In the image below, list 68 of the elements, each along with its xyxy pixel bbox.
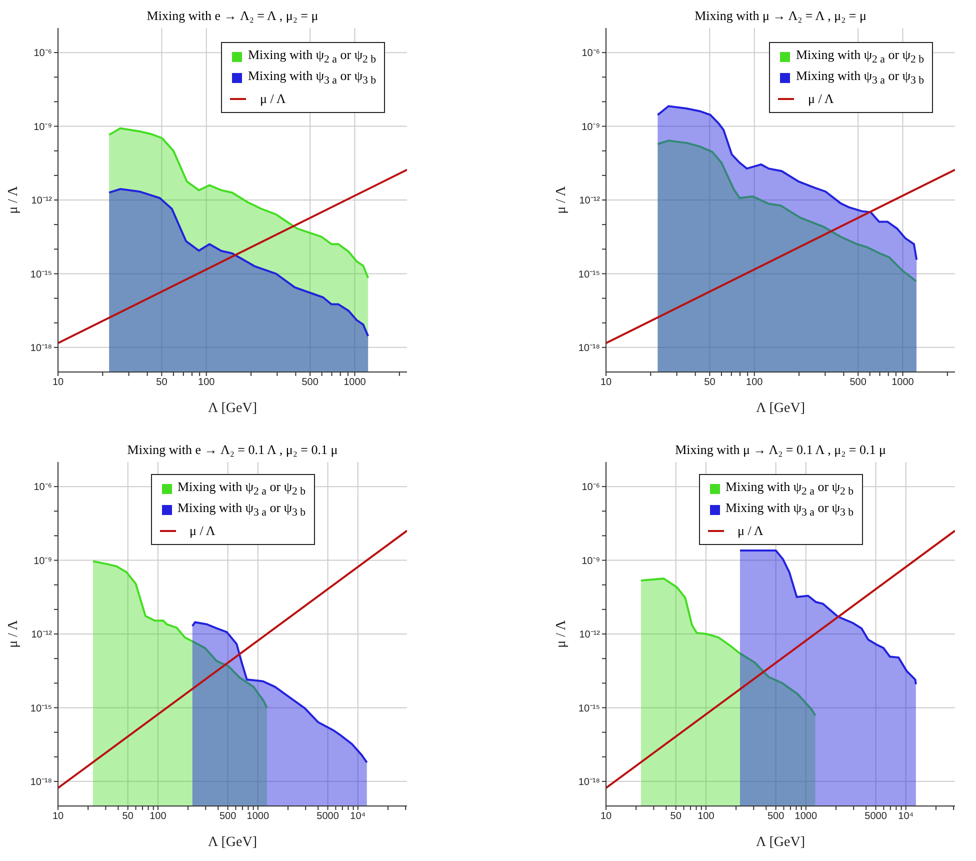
legend-label: Mixing with ψ$_{2 a}$ or ψ$_{2 b}$ [796,47,924,66]
x-tick-label: 10 [52,811,64,822]
x-tick-label: 100 [746,377,764,388]
legend-label: Mixing with ψ$_{3 a}$ or ψ$_{3 b}$ [726,500,854,519]
y-tick-label: 10⁻¹⁵ [30,269,52,280]
x-tick-label: 50 [670,811,682,822]
x-axis-title: Λ [GeV] [756,835,806,850]
y-tick-label: 10⁻⁶ [582,482,600,494]
legend-label: Mixing with ψ$_{2 a}$ or ψ$_{2 b}$ [248,47,376,66]
legend-label: Mixing with ψ$_{3 a}$ or ψ$_{3 b}$ [178,500,306,519]
y-tick-label: 10⁻⁹ [34,556,52,567]
y-axis-title: μ / Λ [554,185,569,214]
x-tick-label: 10 [52,377,64,388]
x-tick-label: 10⁴ [350,811,366,822]
x-axis-title: Λ [GeV] [756,401,806,416]
legend-label: μ / Λ [808,90,834,106]
y-axis-title: μ / Λ [554,619,569,648]
x-tick-label: 5000 [864,811,888,822]
x-tick-label: 1000 [344,377,366,388]
y-tick-label: 10⁻¹² [31,630,53,641]
x-tick-label: 1000 [892,377,914,388]
legend-label: μ / Λ [738,522,764,538]
y-tick-label: 10⁻⁹ [582,122,600,133]
chart-title: Mixing with μ → Λ₂ = 0.1 Λ , μ₂ = 0.1 μ [674,442,887,459]
y-tick-label: 10⁻¹² [579,196,601,207]
x-tick-label: 5000 [316,811,340,822]
y-tick-label: 10⁻¹⁸ [30,776,52,788]
x-axis-title: Λ [GeV] [208,835,258,850]
y-axis-title: μ / Λ [6,185,21,214]
y-tick-label: 10⁻⁶ [34,482,52,494]
x-tick-label: 10 [600,377,612,388]
y-tick-label: 10⁻⁹ [582,556,600,567]
y-tick-label: 10⁻¹⁸ [578,342,600,354]
x-axis-title: Λ [GeV] [208,401,258,416]
x-tick-label: 1000 [246,811,270,822]
y-tick-label: 10⁻¹⁸ [578,776,600,788]
y-tick-label: 10⁻¹² [579,630,601,641]
x-tick-label: 500 [850,377,867,388]
legend-label: μ / Λ [260,90,286,106]
y-tick-label: 10⁻⁶ [34,48,52,60]
y-tick-label: 10⁻¹⁵ [578,269,600,280]
legend-label: Mixing with ψ$_{3 a}$ or ψ$_{3 b}$ [796,68,924,87]
legend-label: μ / Λ [190,522,216,538]
x-tick-label: 50 [704,377,716,388]
legend-label: Mixing with ψ$_{2 a}$ or ψ$_{2 b}$ [726,479,854,498]
x-tick-label: 100 [150,811,167,822]
x-tick-label: 10⁴ [898,811,914,822]
chart-title: Mixing with μ → Λ₂ = Λ , μ₂ = μ [694,8,868,25]
x-tick-label: 10 [600,811,612,822]
chart-title: Mixing with e → Λ₂ = 0.1 Λ , μ₂ = 0.1 μ [126,442,339,459]
y-axis-title: μ / Λ [6,619,21,648]
y-tick-label: 10⁻¹² [31,196,53,207]
x-tick-label: 50 [122,811,134,822]
y-tick-label: 10⁻⁶ [582,48,600,60]
legend-label: Mixing with ψ$_{2 a}$ or ψ$_{2 b}$ [178,479,306,498]
x-tick-label: 500 [767,811,785,822]
x-tick-label: 50 [156,377,168,388]
x-tick-label: 100 [198,377,216,388]
y-tick-label: 10⁻¹⁸ [30,342,52,354]
y-tick-label: 10⁻⁹ [34,122,52,133]
x-tick-label: 500 [219,811,237,822]
chart-title: Mixing with e → Λ₂ = Λ , μ₂ = μ [146,8,320,25]
x-tick-label: 1000 [794,811,818,822]
y-tick-label: 10⁻¹⁵ [30,703,52,714]
y-tick-label: 10⁻¹⁵ [578,703,600,714]
x-tick-label: 500 [302,377,319,388]
x-tick-label: 100 [698,811,715,822]
legend-label: Mixing with ψ$_{3 a}$ or ψ$_{3 b}$ [248,68,376,87]
